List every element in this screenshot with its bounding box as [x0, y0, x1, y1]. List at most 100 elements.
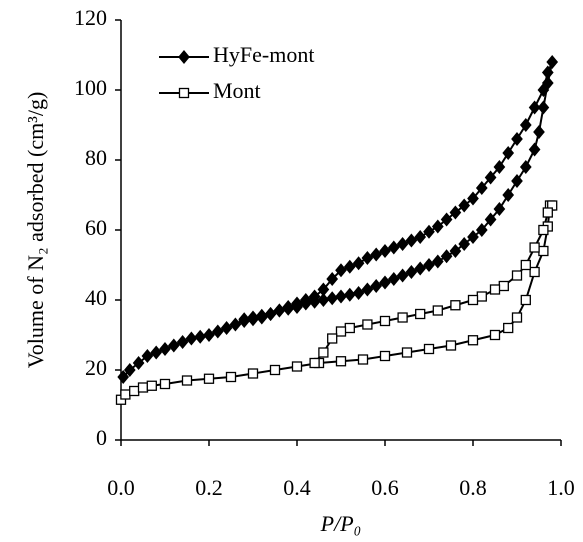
marker: [176, 334, 189, 350]
y-tick-label: 40: [85, 285, 107, 310]
marker: [194, 329, 207, 344]
marker: [414, 261, 427, 276]
x-tick-label: 0.8: [459, 475, 487, 500]
marker: [335, 263, 347, 278]
marker: [458, 236, 471, 252]
marker: [129, 385, 140, 397]
series-line: [120, 204, 555, 401]
marker: [502, 145, 515, 161]
marker: [238, 312, 251, 327]
y-tick-label: 0: [96, 425, 107, 450]
marker: [361, 282, 374, 297]
marker: [291, 296, 303, 311]
marker: [484, 212, 497, 227]
legend-box: [151, 35, 356, 115]
marker: [178, 49, 190, 65]
marker: [282, 299, 295, 315]
marker: [326, 291, 339, 306]
marker: [423, 224, 435, 239]
marker: [475, 180, 488, 196]
marker: [309, 357, 320, 369]
marker: [327, 333, 338, 344]
marker: [484, 170, 497, 185]
marker: [291, 361, 303, 372]
marker: [493, 201, 506, 217]
marker: [423, 257, 435, 273]
marker: [159, 378, 171, 390]
marker: [396, 268, 409, 283]
marker: [538, 245, 549, 257]
marker: [489, 284, 501, 295]
marker: [440, 249, 453, 264]
y-tick-label: 20: [85, 355, 107, 380]
marker: [203, 327, 215, 343]
marker: [247, 368, 259, 379]
marker: [467, 294, 479, 306]
marker: [450, 300, 461, 311]
marker: [264, 306, 277, 322]
marker: [123, 362, 136, 378]
marker: [361, 250, 374, 266]
marker: [467, 191, 479, 206]
marker: [449, 243, 462, 259]
marker: [379, 243, 391, 259]
marker: [397, 312, 408, 323]
marker: [317, 282, 330, 297]
marker: [344, 322, 355, 334]
marker: [519, 117, 532, 133]
marker: [370, 247, 383, 262]
marker: [401, 347, 413, 358]
marker: [405, 264, 418, 280]
marker: [405, 233, 418, 248]
marker: [511, 131, 523, 147]
marker: [432, 305, 443, 316]
marker: [159, 341, 171, 357]
marker: [467, 335, 479, 346]
marker: [326, 271, 339, 287]
marker: [498, 280, 509, 292]
marker: [520, 259, 531, 271]
marker: [335, 289, 347, 304]
marker: [440, 212, 453, 227]
marker: [431, 219, 444, 234]
marker: [225, 371, 237, 383]
marker: [511, 312, 523, 323]
marker: [273, 303, 286, 318]
marker: [308, 289, 321, 304]
marker: [537, 82, 550, 98]
marker: [120, 389, 131, 400]
x-tick-label: 0.2: [195, 475, 223, 500]
marker: [255, 308, 268, 323]
marker: [343, 259, 356, 274]
marker: [387, 271, 400, 287]
marker: [467, 229, 479, 245]
y-axis-title: Volume of N₂ adsorbed (cm³/g): [23, 92, 48, 369]
marker: [167, 338, 180, 353]
marker: [542, 207, 553, 218]
marker: [379, 315, 391, 327]
marker: [533, 124, 545, 140]
marker: [181, 375, 193, 386]
marker: [357, 354, 369, 365]
marker: [458, 198, 471, 213]
marker: [529, 242, 540, 253]
x-tick-label: 1.0: [547, 475, 575, 500]
marker: [178, 87, 190, 99]
marker: [475, 222, 488, 238]
marker: [520, 294, 531, 306]
marker: [502, 187, 515, 203]
marker: [335, 356, 347, 367]
marker: [423, 343, 435, 355]
marker: [529, 266, 540, 278]
marker: [537, 100, 550, 115]
marker: [528, 100, 541, 115]
marker: [343, 287, 356, 302]
marker: [449, 205, 462, 220]
marker: [132, 355, 145, 371]
y-tick-label: 100: [74, 75, 107, 100]
x-tick-label: 0.6: [371, 475, 399, 500]
marker: [150, 345, 163, 360]
marker: [431, 254, 444, 269]
marker: [379, 350, 391, 362]
